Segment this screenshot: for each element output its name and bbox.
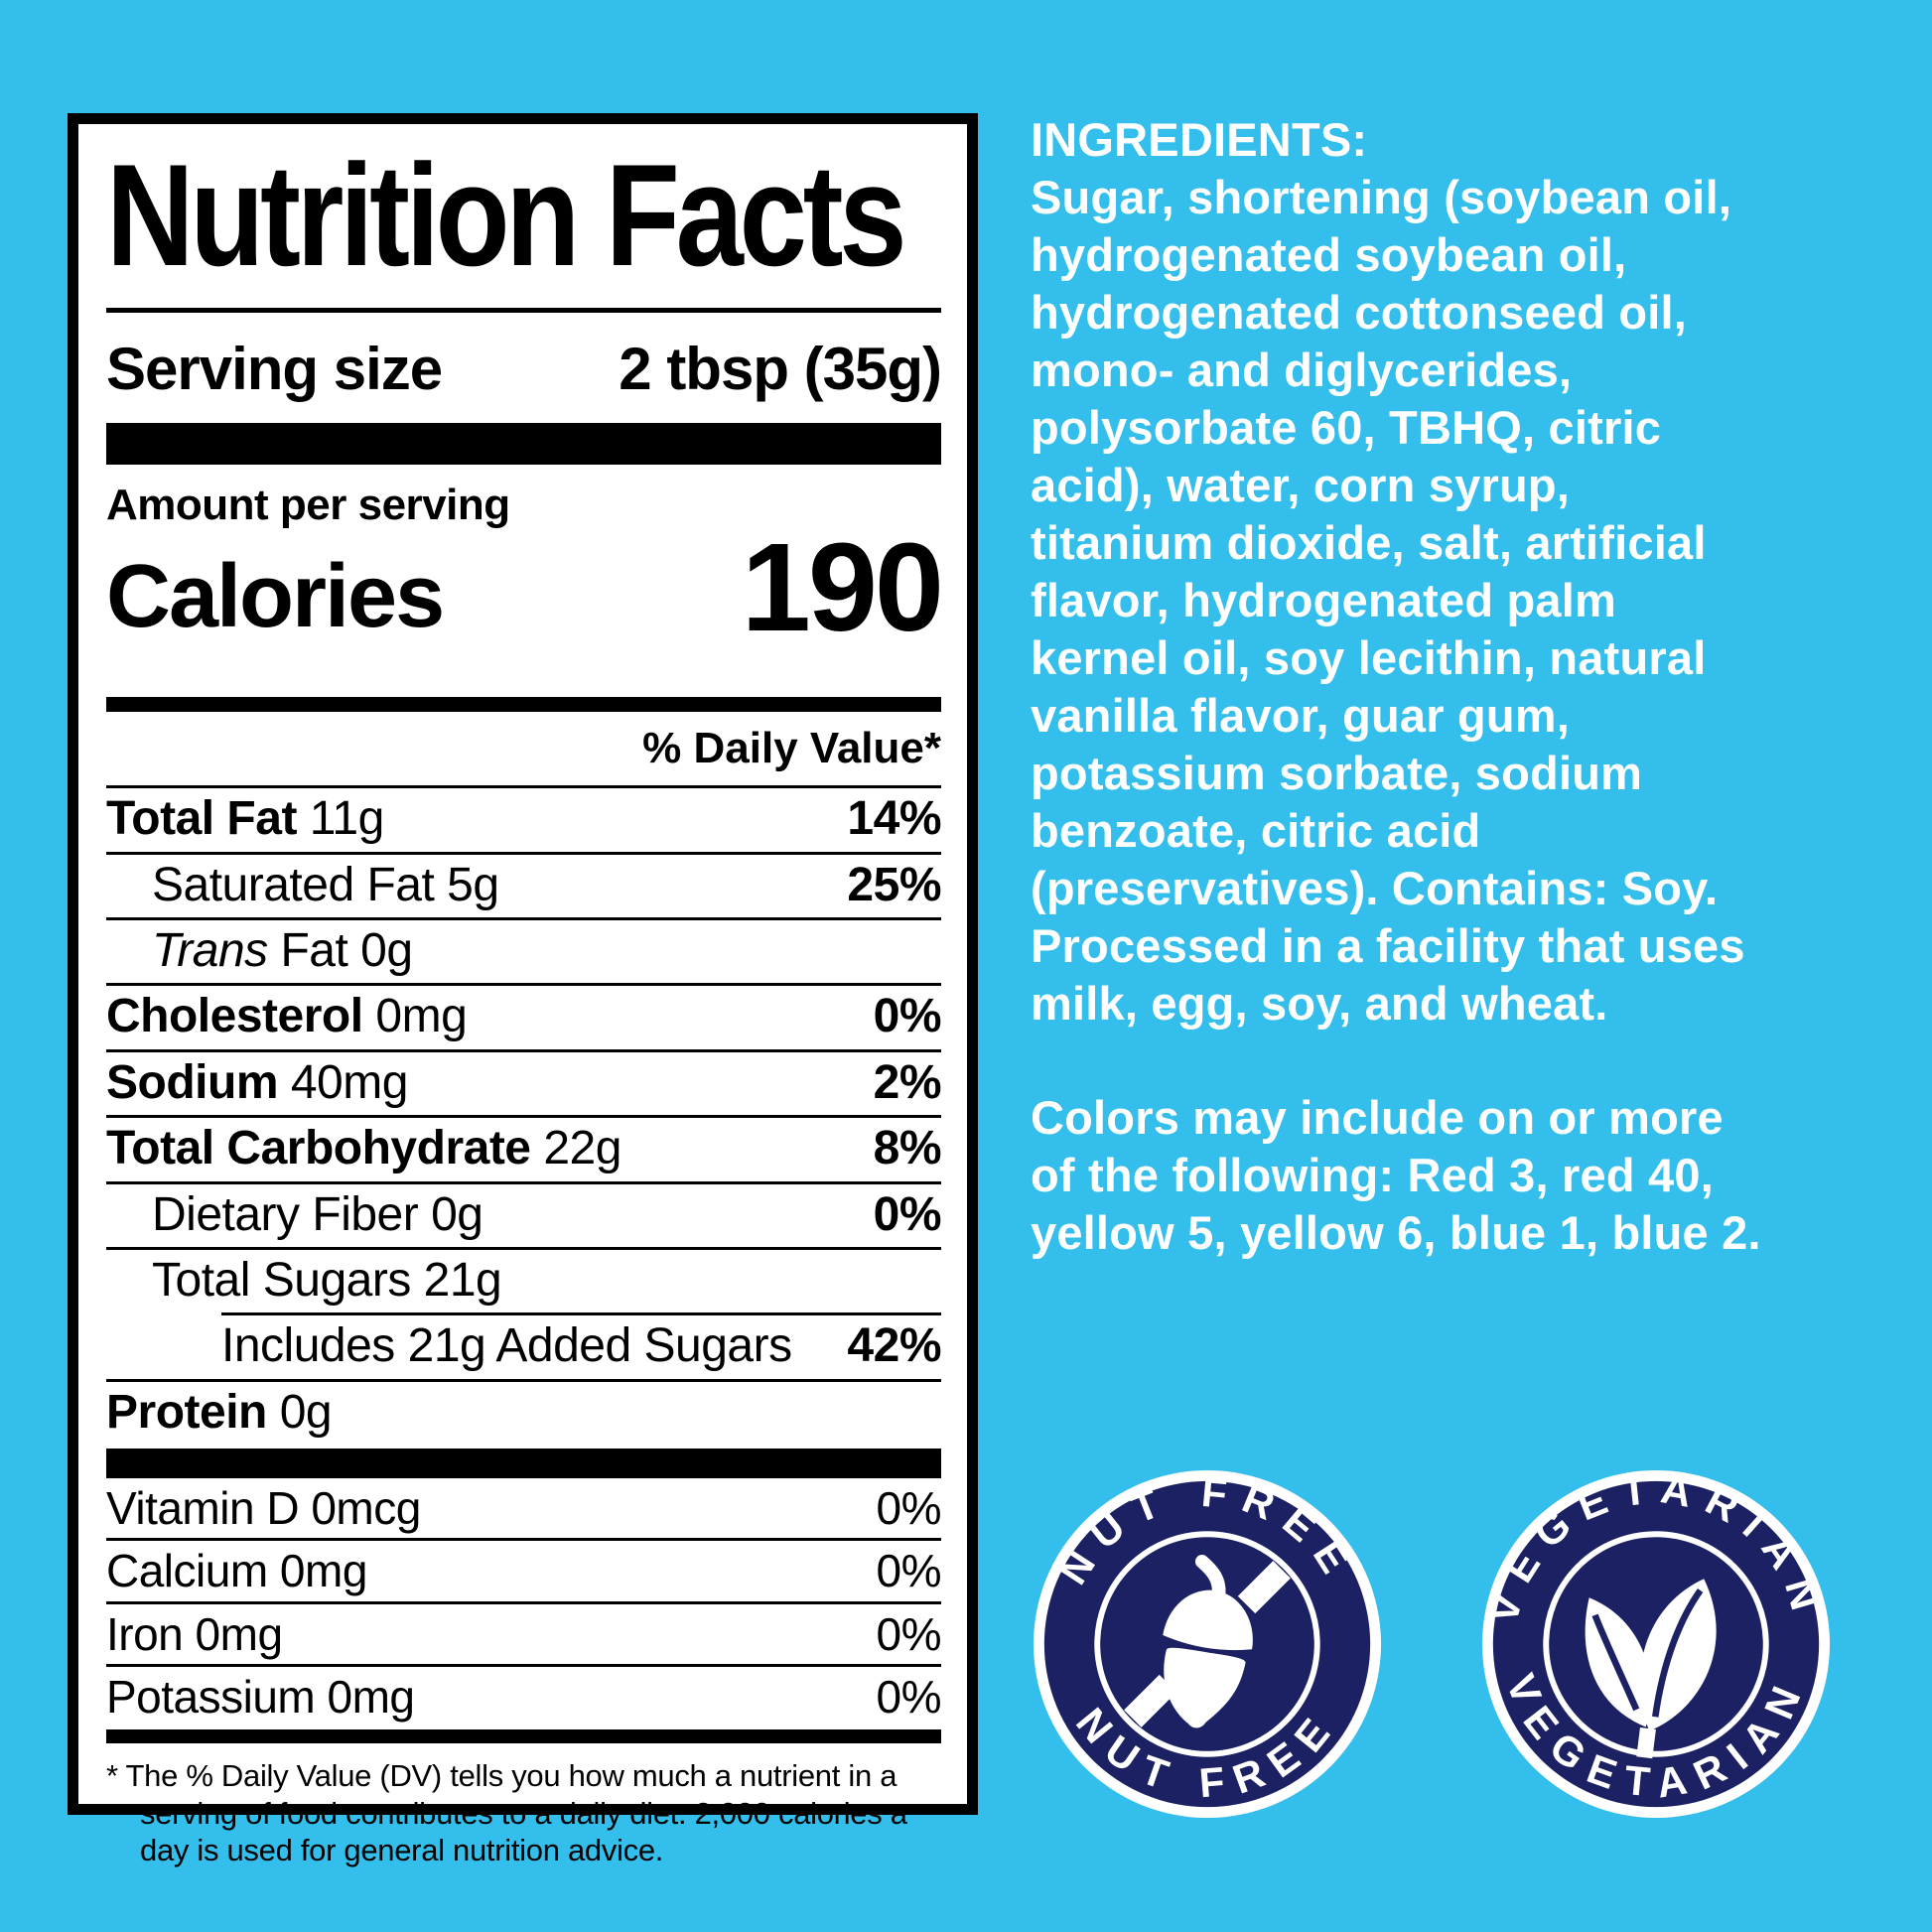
nutrient-row-vitamin-d: Vitamin D 0mcg 0% [106,1482,942,1535]
divider [106,851,941,855]
acorn-crossed-icon [1124,1555,1291,1728]
daily-value-header: % Daily Value* [642,724,941,773]
medium-separator-bar [106,1729,941,1744]
divider [106,785,941,789]
divider [106,983,941,987]
daily-value: 25% [847,858,941,911]
nutrient-row-potassium: Potassium 0mg 0% [106,1671,942,1724]
daily-value: 0% [873,990,942,1043]
nutrition-facts-panel: Nutrition Facts Serving size 2 tbsp (35g… [68,113,978,1867]
divider [106,1600,941,1604]
daily-value: 42% [847,1319,941,1373]
vegetarian-badge: VEGETARIAN VEGETARIAN [1479,1467,1831,1819]
nutrient-row-saturated-fat: Saturated Fat 5g 25% [152,858,941,911]
panel-title: Nutrition Facts [106,134,907,296]
divider [106,1048,941,1052]
serving-size-label: Serving size [106,335,443,402]
nutrient-row-trans-fat: Trans Fat 0g [152,924,413,978]
divider [106,917,941,921]
divider [106,1115,941,1119]
daily-value: 8% [873,1122,942,1175]
serving-size-value: 2 tbsp (35g) [619,335,942,402]
divider [106,1247,941,1250]
calories-label: Calories [106,547,445,647]
divider [106,307,941,313]
colors-note: Colors may include on or more of the fol… [1031,1090,1761,1259]
medium-separator-bar [106,697,941,713]
badge-inner-ring [1543,1531,1769,1757]
daily-value: 2% [873,1055,942,1109]
ingredients-text: Sugar, shortening (soybean oil, hydrogen… [1031,171,1745,1031]
ingredients-heading: INGREDIENTS: [1031,113,1368,166]
daily-value: 0% [873,1187,942,1241]
divider [106,1664,941,1668]
nutrient-row-protein: Protein 0g [106,1385,333,1439]
daily-value-footnote: * The % Daily Value (DV) tells you how m… [106,1758,907,1867]
nutrient-row-sodium: Sodium 40mg 2% [106,1055,942,1109]
calories-value: 190 [741,516,944,657]
nut-free-badge: NUT FREE NUT FREE [1033,1468,1382,1819]
nutrient-row-calcium: Calcium 0mg 0% [106,1545,942,1597]
amount-per-serving-label: Amount per serving [106,480,510,529]
nutrient-row-total-carbohydrate: Total Carbohydrate 22g 8% [106,1122,942,1175]
nutrient-row-total-fat: Total Fat 11g 14% [106,792,941,846]
thick-separator-bar [106,1449,941,1479]
nutrient-row-dietary-fiber: Dietary Fiber 0g 0% [152,1187,942,1241]
daily-value: 0% [876,1482,942,1535]
daily-value: 0% [876,1545,942,1597]
divider [221,1312,941,1316]
divider [106,1180,941,1184]
nutrient-row-iron: Iron 0mg 0% [106,1607,942,1660]
daily-value: 14% [847,792,941,846]
nutrient-row-total-sugars: Total Sugars 21g [152,1254,502,1307]
divider [106,1538,941,1542]
daily-value: 0% [876,1671,942,1724]
daily-value: 0% [876,1607,942,1660]
leaves-icon [1585,1579,1717,1759]
badge-inner-ring [1094,1531,1320,1757]
nutrient-row-added-sugars: Includes 21g Added Sugars 42% [221,1319,941,1373]
thick-separator-bar [106,422,941,465]
nutrient-row-cholesterol: Cholesterol 0mg 0% [106,990,942,1043]
calories-row: Calories 190 [106,516,944,657]
divider [106,1378,941,1382]
ingredients-column: INGREDIENTS: Sugar, shortening (soybean … [1031,111,1909,1262]
serving-size-row: Serving size 2 tbsp (35g) [106,313,942,423]
